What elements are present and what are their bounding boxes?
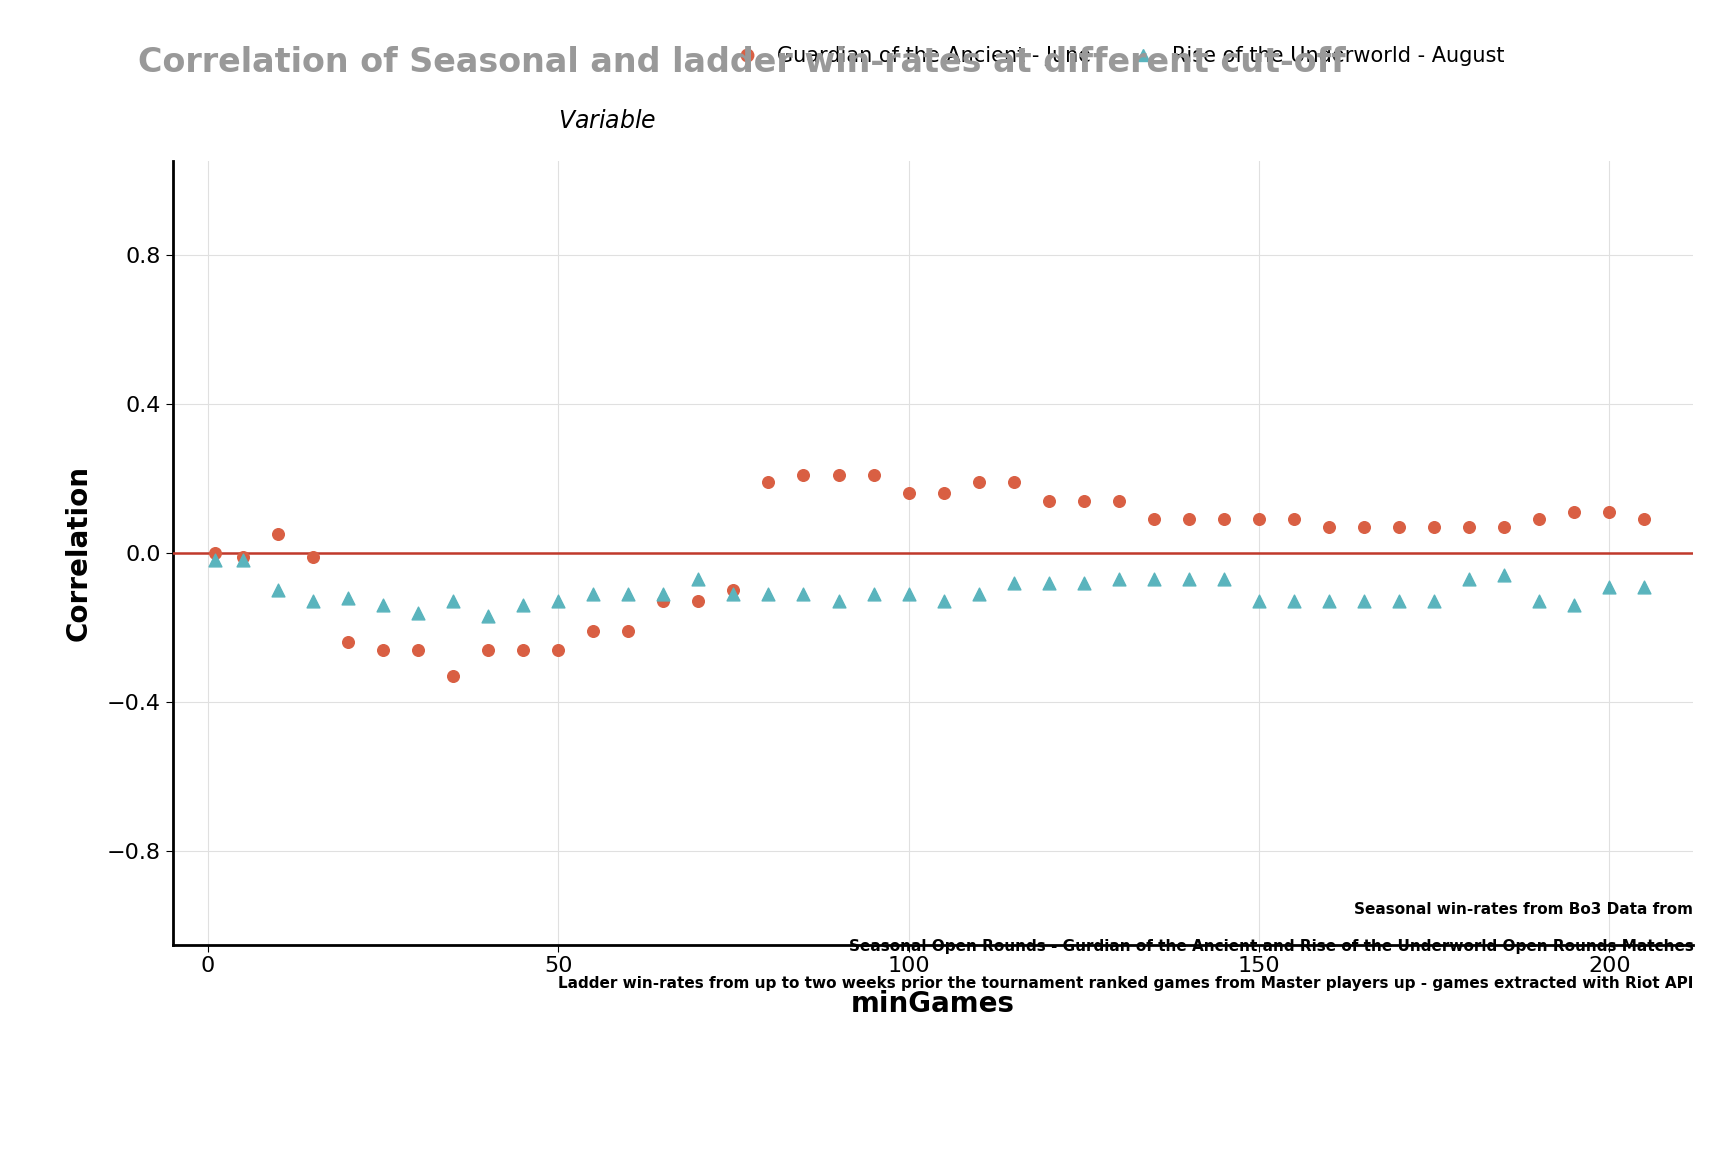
Text: Seasonal Open Rounds - Gurdian of the Ancient and Rise of the Underworld Open Ro: Seasonal Open Rounds - Gurdian of the An…: [848, 939, 1693, 954]
Point: [1104, 570, 1132, 589]
Point: [755, 472, 783, 491]
Point: [439, 667, 467, 685]
Point: [861, 465, 888, 484]
Point: [615, 622, 643, 641]
Point: [650, 585, 677, 604]
Point: [1210, 570, 1237, 589]
Point: [1420, 517, 1448, 536]
Point: [334, 634, 361, 652]
Point: [230, 551, 257, 569]
Point: [1140, 570, 1168, 589]
Point: [370, 641, 397, 659]
Point: [1350, 517, 1377, 536]
Point: [1491, 517, 1519, 536]
Point: [1631, 510, 1659, 529]
Point: [230, 547, 257, 566]
Point: [473, 641, 501, 659]
Point: [824, 592, 852, 611]
Point: [370, 596, 397, 614]
Point: [1280, 510, 1308, 529]
Point: [1246, 510, 1274, 529]
Point: [790, 585, 817, 604]
Point: [1035, 574, 1063, 592]
Point: [1455, 570, 1483, 589]
Point: [264, 525, 292, 544]
Point: [964, 472, 992, 491]
Point: [1315, 592, 1343, 611]
Point: [1001, 472, 1028, 491]
Point: [1560, 502, 1588, 521]
Point: [964, 585, 992, 604]
Point: [1595, 577, 1623, 596]
Point: [650, 592, 677, 611]
Point: [200, 551, 228, 569]
X-axis label: minGames: minGames: [852, 991, 1014, 1018]
Point: [510, 641, 537, 659]
Point: [1386, 592, 1414, 611]
Point: [755, 585, 783, 604]
Point: [1526, 510, 1553, 529]
Point: [200, 544, 228, 562]
Point: [1420, 592, 1448, 611]
Point: [473, 607, 501, 626]
Point: [1035, 492, 1063, 510]
Point: [1001, 574, 1028, 592]
Point: [684, 592, 712, 611]
Point: [510, 596, 537, 614]
Point: [299, 547, 327, 566]
Point: [1070, 574, 1097, 592]
Point: [1631, 577, 1659, 596]
Point: [334, 589, 361, 607]
Point: [404, 641, 432, 659]
Point: [684, 570, 712, 589]
Point: [930, 592, 957, 611]
Point: [1491, 566, 1519, 584]
Point: [1210, 510, 1237, 529]
Point: [264, 581, 292, 599]
Point: [579, 622, 607, 641]
Point: [1560, 596, 1588, 614]
Y-axis label: Correlation: Correlation: [66, 465, 93, 641]
Point: [299, 592, 327, 611]
Point: [439, 592, 467, 611]
Point: [1175, 570, 1203, 589]
Point: [1526, 592, 1553, 611]
Point: [861, 585, 888, 604]
Point: [579, 585, 607, 604]
Point: [930, 484, 957, 502]
Point: [1455, 517, 1483, 536]
Point: [1104, 492, 1132, 510]
Text: $\it{Variable}$: $\it{Variable}$: [558, 109, 657, 132]
Text: Correlation of Seasonal and ladder win-rates at different cut-off: Correlation of Seasonal and ladder win-r…: [138, 46, 1346, 79]
Point: [1386, 517, 1414, 536]
Text: Ladder win-rates from up to two weeks prior the tournament ranked games from Mas: Ladder win-rates from up to two weeks pr…: [558, 976, 1693, 991]
Point: [544, 592, 572, 611]
Point: [719, 585, 746, 604]
Point: [790, 465, 817, 484]
Point: [404, 604, 432, 622]
Point: [1280, 592, 1308, 611]
Point: [1140, 510, 1168, 529]
Point: [895, 585, 923, 604]
Point: [1595, 502, 1623, 521]
Point: [1175, 510, 1203, 529]
Point: [895, 484, 923, 502]
Point: [719, 581, 746, 599]
Text: Seasonal win-rates from Bo3 Data from: Seasonal win-rates from Bo3 Data from: [1355, 902, 1693, 917]
Point: [1070, 492, 1097, 510]
Point: [1350, 592, 1377, 611]
Point: [544, 641, 572, 659]
Point: [1246, 592, 1274, 611]
Legend: Guardian of the Ancient - June, Rise of the Underworld - August: Guardian of the Ancient - June, Rise of …: [727, 46, 1505, 67]
Point: [1315, 517, 1343, 536]
Point: [615, 585, 643, 604]
Point: [824, 465, 852, 484]
